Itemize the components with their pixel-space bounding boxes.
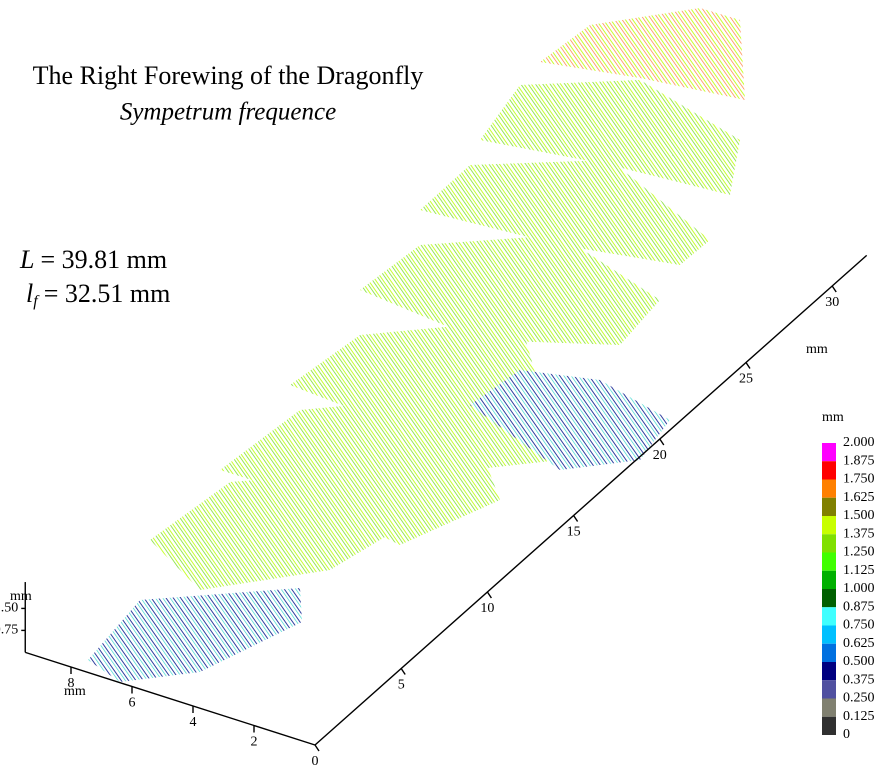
colorbar-swatch xyxy=(822,626,836,644)
x-tick-label: 30 xyxy=(825,295,839,310)
colorbar-tick-label: 0.125 xyxy=(843,709,875,724)
colorbar-tick-label: 0.625 xyxy=(843,636,875,651)
chart-title: The Right Forewing of the Dragonfly xyxy=(33,61,424,90)
colorbar-swatch xyxy=(822,516,836,534)
colorbar-tick-label: 0.250 xyxy=(843,691,875,706)
x-tick xyxy=(315,745,319,751)
colorbar-tick-label: 1.625 xyxy=(843,490,875,505)
annotation: L= 39.81 mm xyxy=(19,245,167,274)
colorbar-tick-label: 0.750 xyxy=(843,618,875,633)
x-tick-label: 25 xyxy=(739,372,753,387)
chart-subtitle: Sympetrum frequence xyxy=(120,99,336,126)
z-tick-label: 0.75 xyxy=(0,623,18,638)
colorbar-swatch xyxy=(822,534,836,552)
annotation-symbol: l xyxy=(26,279,33,308)
annotation-subscript: f xyxy=(33,293,40,310)
colorbar-swatch xyxy=(822,498,836,516)
x-tick-label: 20 xyxy=(653,448,667,463)
x-tick xyxy=(832,286,836,292)
colorbar-swatch xyxy=(822,589,836,607)
x-tick-label: 0 xyxy=(312,754,319,769)
annotation-text: = 39.81 mm xyxy=(40,245,167,274)
x-axis-label: mm xyxy=(806,342,828,357)
y-tick-label: 8 xyxy=(68,676,75,691)
colorbar-tick-label: 0 xyxy=(843,727,850,742)
colorbar-tick-label: 1.250 xyxy=(843,545,875,560)
colorbar-tick-label: 1.750 xyxy=(843,472,875,487)
colorbar-swatch xyxy=(822,480,836,498)
colorbar-swatch xyxy=(822,553,836,571)
x-tick-label: 5 xyxy=(398,678,405,693)
x-tick xyxy=(401,669,405,675)
x-tick xyxy=(660,439,664,445)
annotation-text: = 32.51 mm xyxy=(44,279,171,308)
colorbar-tick-label: 2.000 xyxy=(843,435,875,450)
x-tick-label: 10 xyxy=(480,601,494,616)
y-tick-label: 2 xyxy=(251,735,258,750)
colorbar-swatch xyxy=(822,680,836,698)
annotation: lf= 32.51 mm xyxy=(26,279,170,310)
colorbar-tick-label: 1.875 xyxy=(843,453,875,468)
colorbar-label: mm xyxy=(822,410,844,425)
colorbar-tick-label: 1.500 xyxy=(843,508,875,523)
colorbar-swatch xyxy=(822,571,836,589)
x-tick xyxy=(574,516,578,522)
colorbar-tick-label: 1.125 xyxy=(843,563,875,578)
colorbar-tick-label: 1.375 xyxy=(843,526,875,541)
x-tick xyxy=(487,592,491,598)
colorbar-tick-label: 0.500 xyxy=(843,654,875,669)
annotation-symbol: L xyxy=(19,245,34,274)
chart: The Right Forewing of the Dragonfly Symp… xyxy=(0,0,886,769)
z-tick-label: 1.50 xyxy=(0,601,18,616)
colorbar-swatch xyxy=(822,644,836,662)
x-tick xyxy=(746,363,750,369)
colorbar-tick-label: 1.000 xyxy=(843,581,875,596)
colorbar-tick-label: 0.875 xyxy=(843,599,875,614)
colorbar-swatch xyxy=(822,717,836,735)
y-tick-label: 4 xyxy=(190,715,197,730)
y-tick-label: 6 xyxy=(129,696,136,711)
colorbar-tick-label: 0.375 xyxy=(843,672,875,687)
colorbar-swatch xyxy=(822,443,836,461)
colorbar-swatch xyxy=(822,699,836,717)
colorbar-swatch xyxy=(822,461,836,479)
colorbar-swatch xyxy=(822,662,836,680)
colorbar-swatch xyxy=(822,607,836,625)
x-tick-label: 15 xyxy=(567,525,581,540)
